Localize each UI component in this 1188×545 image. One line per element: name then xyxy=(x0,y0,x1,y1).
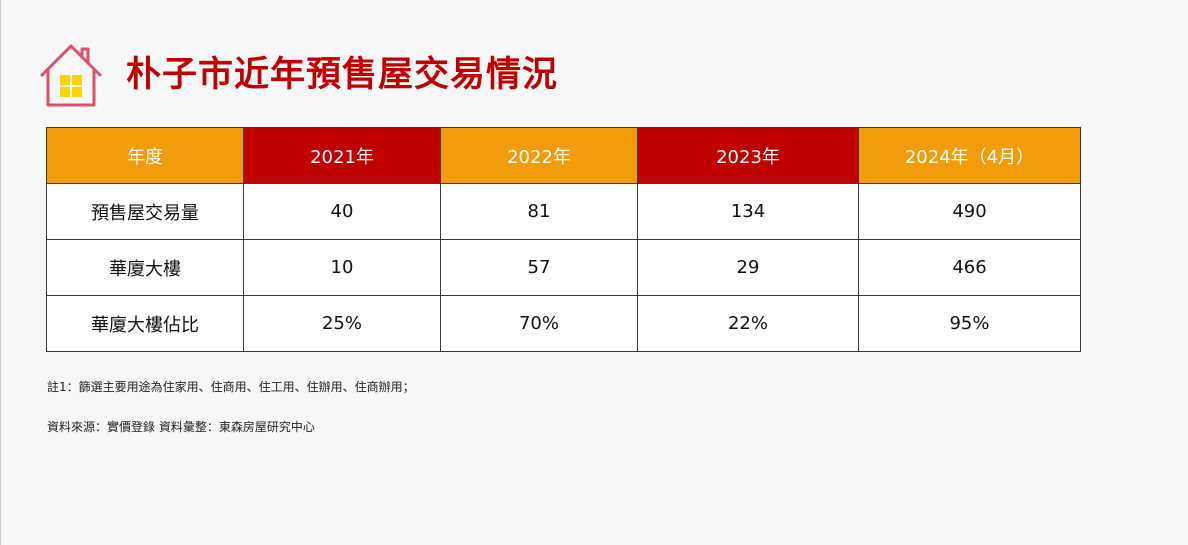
row-label: 華廈大樓佔比 xyxy=(46,295,244,352)
source-note: 資料來源：實價登錄 資料彙整：東森房屋研究中心 xyxy=(47,420,315,434)
table-cell: 95% xyxy=(858,295,1081,352)
table-cell: 70% xyxy=(440,295,638,352)
table-row: 華廈大樓 10 57 29 466 xyxy=(46,239,1081,296)
column-header-year-label: 年度 xyxy=(46,127,244,184)
table-cell: 25% xyxy=(243,295,441,352)
row-label: 華廈大樓 xyxy=(46,239,244,296)
column-header-2023: 2023年 xyxy=(637,127,859,184)
table-cell: 10 xyxy=(243,239,441,296)
table-cell: 466 xyxy=(858,239,1081,296)
house-icon xyxy=(40,44,102,107)
table-cell: 134 xyxy=(637,183,859,240)
table-row: 華廈大樓佔比 25% 70% 22% 95% xyxy=(46,295,1081,352)
table-cell: 29 xyxy=(637,239,859,296)
table-header-row: 年度 2021年 2022年 2023年 2024年（4月） xyxy=(46,127,1081,184)
column-header-2021: 2021年 xyxy=(243,127,441,184)
table-cell: 490 xyxy=(858,183,1081,240)
page-header: 朴子市近年預售屋交易情況 xyxy=(38,41,558,109)
table-cell: 57 xyxy=(440,239,638,296)
left-border xyxy=(0,0,1,545)
column-header-2024: 2024年（4月） xyxy=(858,127,1081,184)
table-cell: 22% xyxy=(637,295,859,352)
table-cell: 40 xyxy=(243,183,441,240)
table-row: 預售屋交易量 40 81 134 490 xyxy=(46,183,1081,240)
transaction-table: 年度 2021年 2022年 2023年 2024年（4月） 預售屋交易量 40… xyxy=(46,127,1081,352)
footnote: 註1：篩選主要用途為住家用、住商用、住工用、住辦用、住商辦用； xyxy=(47,380,415,394)
row-label: 預售屋交易量 xyxy=(46,183,244,240)
page-title: 朴子市近年預售屋交易情況 xyxy=(126,54,559,95)
table-cell: 81 xyxy=(440,183,638,240)
column-header-2022: 2022年 xyxy=(440,127,638,184)
